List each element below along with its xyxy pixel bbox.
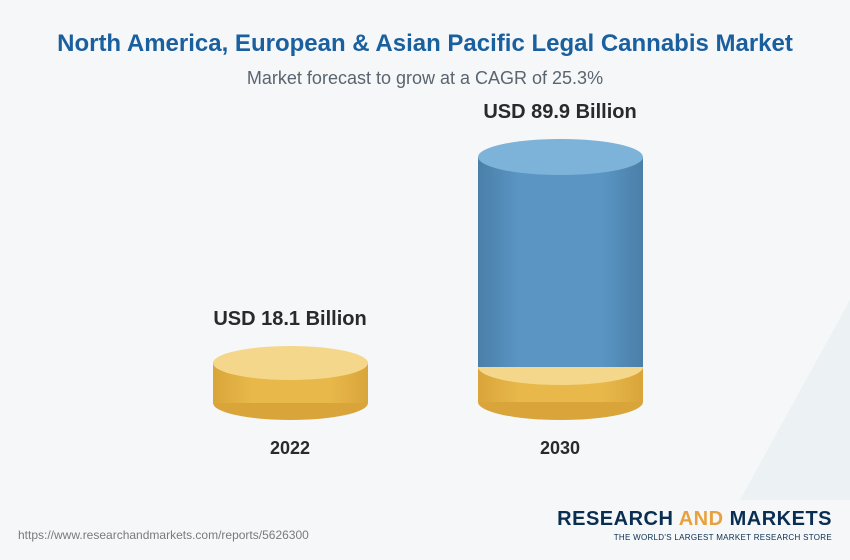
bar-2030: USD 89.9 Billion 2030	[470, 101, 650, 459]
logo-tagline: THE WORLD'S LARGEST MARKET RESEARCH STOR…	[557, 533, 832, 542]
footer: https://www.researchandmarkets.com/repor…	[18, 508, 832, 542]
cylinder-2022	[213, 346, 368, 420]
logo-part-research: RESEARCH	[557, 508, 673, 530]
logo-part-markets: MARKETS	[730, 508, 832, 530]
cylinder-2030	[478, 139, 643, 420]
chart-subtitle: Market forecast to grow at a CAGR of 25.…	[40, 68, 810, 89]
chart-area: USD 18.1 Billion 2022 USD 89.9 Billion 2…	[40, 119, 810, 459]
logo: RESEARCH AND MARKETS THE WORLD'S LARGEST…	[557, 508, 832, 542]
year-label-2030: 2030	[470, 438, 650, 459]
chart-title: North America, European & Asian Pacific …	[40, 30, 810, 58]
year-label-2022: 2022	[200, 438, 380, 459]
chart-container: North America, European & Asian Pacific …	[0, 0, 850, 560]
value-label-2030: USD 89.9 Billion	[470, 101, 650, 124]
logo-part-and: AND	[673, 508, 729, 530]
value-label-2022: USD 18.1 Billion	[200, 308, 380, 331]
bar-2022: USD 18.1 Billion 2022	[200, 308, 380, 459]
source-url: https://www.researchandmarkets.com/repor…	[18, 528, 309, 542]
logo-text: RESEARCH AND MARKETS	[557, 508, 832, 531]
